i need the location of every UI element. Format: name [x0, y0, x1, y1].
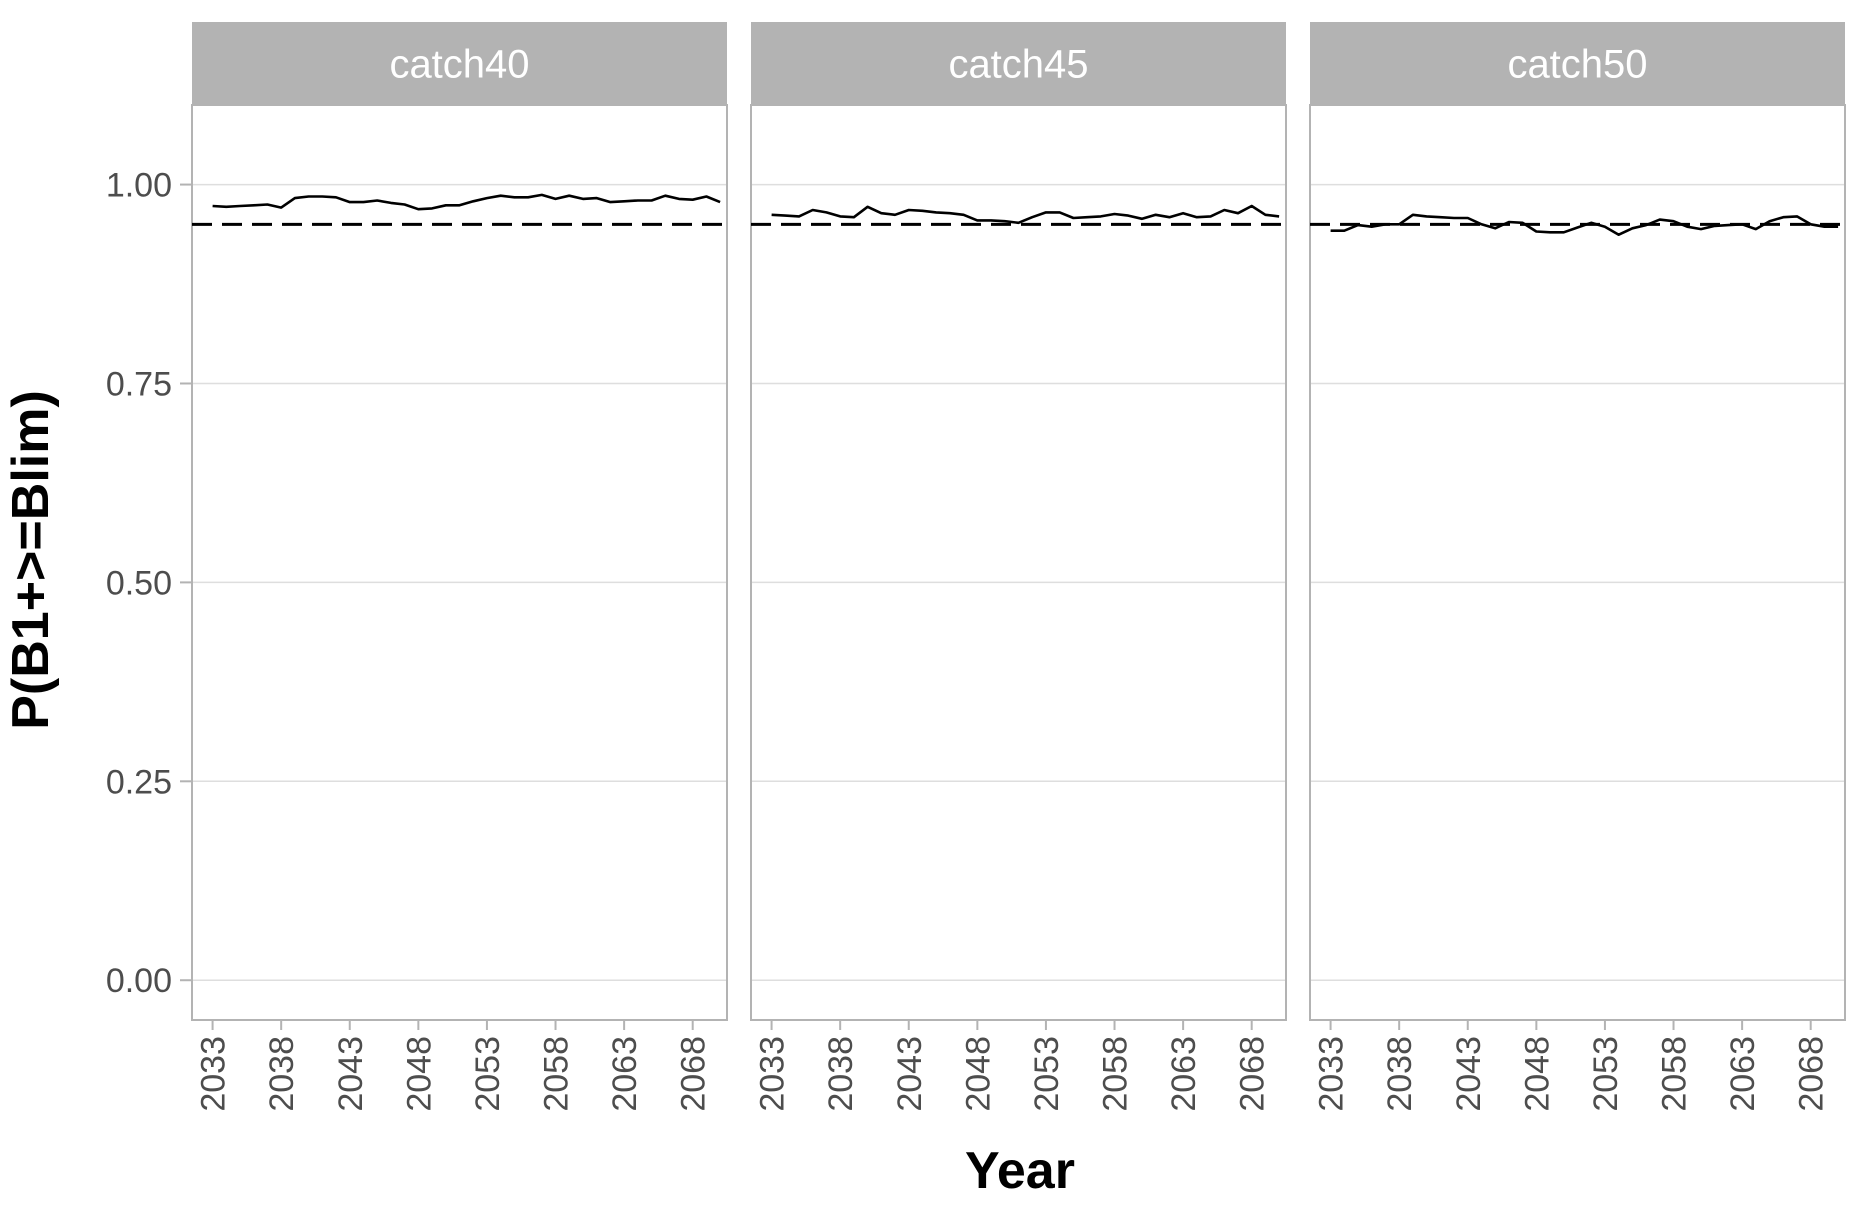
- x-tick-label: 2043: [1450, 1036, 1488, 1112]
- x-tick-label: 2063: [1724, 1036, 1762, 1112]
- panel-catch45: catch45 2033 2038 2043 2048 2053 2058 2063 2068: [750, 22, 1287, 1112]
- x-tick-label: 2038: [1381, 1036, 1419, 1112]
- series-line: [1330, 213, 1839, 236]
- panel-catch40: catch40 2033 2038 2043 2048 2053 2058 2063 2068: [191, 22, 728, 1112]
- x-tick-label: 2053: [469, 1036, 507, 1112]
- panel-strip: [1310, 22, 1845, 105]
- panel-strip-label: catch50: [1507, 43, 1647, 87]
- y-tick-label: 0.25: [106, 763, 172, 801]
- x-tick-label: 2058: [1656, 1036, 1694, 1112]
- panel-border: [750, 104, 1287, 1021]
- panel-strip-label: catch40: [389, 43, 529, 87]
- panel-catch50: catch50 2033 2038 2043 2048 2053 2058 2063 2068: [1309, 22, 1846, 1112]
- x-tick-label: 2043: [891, 1036, 929, 1112]
- series-line: [212, 193, 721, 211]
- chart-panels: 0.00 0.25 0.50 0.75 1.00 catch40 2033 2038 2043 2…: [106, 22, 1846, 1112]
- x-tick-label: 2048: [1518, 1036, 1556, 1112]
- panel-strip: [751, 22, 1286, 105]
- y-tick-label: 0.00: [106, 962, 172, 1000]
- x-tick-label: 2053: [1587, 1036, 1625, 1112]
- x-tick-label: 2053: [1028, 1036, 1066, 1112]
- x-tick-label: 2033: [195, 1036, 233, 1112]
- x-tick-label: 2068: [1234, 1036, 1272, 1112]
- x-tick-label: 2068: [675, 1036, 713, 1112]
- y-axis-title: P(B1+>=Blim): [2, 390, 60, 730]
- panel-border: [1309, 104, 1846, 1021]
- x-tick-label: 2063: [606, 1036, 644, 1112]
- panel-border: [191, 104, 728, 1021]
- x-tick-label: 2038: [263, 1036, 301, 1112]
- x-tick-label: 2048: [400, 1036, 438, 1112]
- x-tick-label: 2033: [1313, 1036, 1351, 1112]
- x-tick-label: 2063: [1165, 1036, 1203, 1112]
- x-tick-label: 2058: [538, 1036, 576, 1112]
- x-tick-label: 2033: [754, 1036, 792, 1112]
- x-tick-label: 2058: [1097, 1036, 1135, 1112]
- y-tick-label: 1.00: [106, 167, 172, 205]
- panel-strip-label: catch45: [948, 43, 1088, 87]
- x-tick-label: 2038: [822, 1036, 860, 1112]
- panel-strip: [192, 22, 727, 105]
- y-tick-label: 0.50: [106, 564, 172, 602]
- x-tick-label: 2043: [332, 1036, 370, 1112]
- series-line: [771, 204, 1280, 225]
- x-axis-title: Year: [965, 1142, 1075, 1200]
- y-tick-label: 0.75: [106, 365, 172, 403]
- x-tick-label: 2048: [959, 1036, 997, 1112]
- x-tick-label: 2068: [1793, 1036, 1831, 1112]
